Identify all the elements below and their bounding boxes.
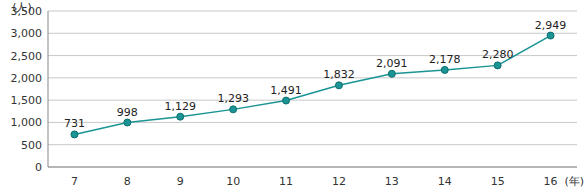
- grid-line: [48, 33, 577, 34]
- x-tick-label: 9: [177, 175, 184, 188]
- data-label: 1,293: [217, 92, 249, 105]
- x-axis: [48, 167, 577, 168]
- x-tick-label: 13: [385, 175, 399, 188]
- y-tick-label: 500: [21, 139, 42, 152]
- data-point: [177, 113, 184, 120]
- data-point: [547, 32, 554, 39]
- grid-line: [48, 167, 577, 168]
- data-label: 1,832: [323, 68, 355, 81]
- plot-area: [71, 32, 554, 138]
- data-label: 2,178: [429, 53, 461, 66]
- x-tick-label: 16: [544, 175, 558, 188]
- grid-line: [48, 77, 577, 78]
- x-tick-label: 11: [279, 175, 293, 188]
- data-point: [230, 106, 237, 113]
- data-point: [71, 131, 78, 138]
- y-tick-label: 2,500: [11, 50, 43, 63]
- data-point: [441, 66, 448, 73]
- data-point: [388, 70, 395, 77]
- data-label: 1,491: [270, 84, 302, 97]
- y-axis-label: (人): [12, 1, 32, 14]
- y-tick-label: 1,000: [11, 116, 43, 129]
- y-tick-label: 3,000: [11, 27, 43, 40]
- grid-line: [48, 100, 577, 101]
- y-axis: [48, 11, 49, 167]
- data-point: [124, 119, 131, 126]
- grid-line: [48, 11, 577, 12]
- y-tick-label: 1,500: [11, 94, 43, 107]
- data-point: [494, 62, 501, 69]
- y-tick-label: 0: [35, 161, 42, 174]
- data-label: 731: [64, 117, 85, 130]
- data-label: 2,091: [376, 57, 408, 70]
- x-tick-label: 14: [438, 175, 452, 188]
- chart: 05001,0001,5002,0002,5003,0003,500789101…: [0, 0, 586, 194]
- data-label: 2,280: [482, 48, 514, 61]
- x-tick-label: 8: [124, 175, 131, 188]
- data-label: 1,129: [165, 100, 197, 113]
- data-point: [283, 97, 290, 104]
- data-label: 998: [117, 106, 138, 119]
- grid-line: [48, 144, 577, 145]
- x-tick-label: 10: [226, 175, 240, 188]
- x-axis-label: (年): [564, 175, 584, 188]
- x-tick-label: 7: [71, 175, 78, 188]
- y-tick-label: 2,000: [11, 72, 43, 85]
- x-tick-label: 15: [491, 175, 505, 188]
- x-tick-label: 12: [332, 175, 346, 188]
- data-point: [335, 82, 342, 89]
- data-line: [74, 36, 550, 135]
- data-label: 2,949: [535, 19, 567, 32]
